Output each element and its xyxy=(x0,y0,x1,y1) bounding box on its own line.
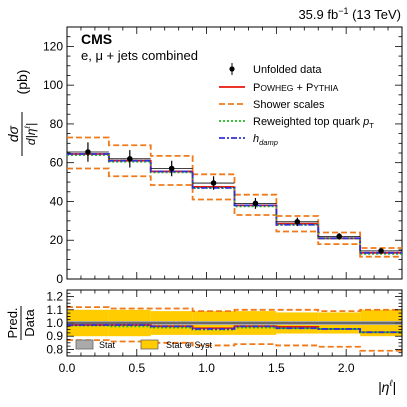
x-axis-label: |ηℓ| xyxy=(378,378,396,395)
y-label-denominator: d|ηℓ| xyxy=(23,123,38,145)
legend-label-powheg: POWHEG + PYTHIA xyxy=(253,82,339,94)
main-marks xyxy=(67,136,402,258)
ratio-shower-up-step xyxy=(67,306,402,313)
y-tick-label: 100 xyxy=(43,78,63,92)
y-tick-label: 40 xyxy=(50,194,64,208)
data-point xyxy=(85,149,91,155)
data-point xyxy=(252,200,259,207)
ratio-y-tick-label: 0.8 xyxy=(46,342,63,356)
y-tick-label: 60 xyxy=(50,156,64,170)
x-tick-label: 2.0 xyxy=(338,361,355,375)
legend-label-reweighted: Reweighted top quark pT xyxy=(253,116,374,130)
y-label-numerator: dσ xyxy=(5,125,21,142)
legend-label-shower: Shower scales xyxy=(253,99,325,111)
ratio-legend-syst-label: Stat ⊕ Syst xyxy=(166,340,213,350)
legend-entry-unfolded: Unfolded data xyxy=(229,63,322,76)
main-y-ticks: 0 20 40 60 80 100 120 xyxy=(43,26,402,286)
y-tick-label: 20 xyxy=(50,233,64,247)
ratio-y-tick-label: 1.0 xyxy=(46,316,63,330)
ratio-legend: Stat Stat ⊕ Syst xyxy=(75,339,213,350)
ratio-legend-syst-swatch xyxy=(140,339,159,350)
legend-label-unfolded: Unfolded data xyxy=(253,64,322,76)
x-tick-label: 0.5 xyxy=(128,361,145,375)
data-point xyxy=(378,248,384,254)
data-point xyxy=(127,156,133,162)
ratio-panel: 0.80.91.01.11.2 0.0 0.5 1.0 1.5 2.0 Pred. Da… xyxy=(5,289,403,375)
main-x-ticks xyxy=(66,27,403,279)
ratio-y-tick-label: 1.2 xyxy=(46,290,63,304)
ratio-y-ticks: 0.80.91.01.11.2 xyxy=(46,289,402,357)
data-point xyxy=(168,165,175,172)
legend-entry-reweighted: Reweighted top quark pT xyxy=(219,116,374,130)
ratio-marks xyxy=(67,306,402,352)
y-tick-label: 80 xyxy=(50,117,64,131)
ratio-legend-stat-label: Stat xyxy=(99,340,116,350)
main-legend: Unfolded data POWHEG + PYTHIA Shower sca… xyxy=(219,63,374,147)
experiment-label: CMS xyxy=(81,31,112,47)
ratio-shower-down-step xyxy=(67,339,402,352)
main-y-axis-label: dσ d|ηℓ| (pb) xyxy=(5,70,38,156)
ratio-label-numerator: Pred. xyxy=(5,307,20,338)
y-tick-label: 120 xyxy=(43,39,63,53)
x-tick-label: 1.5 xyxy=(268,361,285,375)
main-panel: 0 20 40 60 80 100 120 CMS e, μ + jets combined… xyxy=(5,26,403,286)
data-point xyxy=(210,180,217,186)
legend-label-hdamp: hdamp xyxy=(253,133,278,147)
shower-down-step xyxy=(67,167,402,258)
y-tick-label: 0 xyxy=(56,272,63,286)
y-label-unit: (pb) xyxy=(14,70,30,95)
ratio-label-denominator: Data xyxy=(22,309,37,337)
channel-label: e, μ + jets combined xyxy=(81,48,198,63)
legend-entry-powheg: POWHEG + PYTHIA xyxy=(219,82,339,94)
ratio-hdamp-step xyxy=(67,324,402,334)
ratio-legend-stat-swatch xyxy=(75,339,94,350)
lumi-label: 35.9 fb−1 (13 TeV) xyxy=(298,6,401,22)
x-tick-label: 1.0 xyxy=(198,361,215,375)
legend-entry-hdamp: hdamp xyxy=(219,133,278,147)
legend-marker-unfolded xyxy=(229,66,235,72)
x-tick-label: 0.0 xyxy=(59,361,76,375)
ratio-x-ticks: 0.0 0.5 1.0 1.5 2.0 xyxy=(59,290,403,375)
data-point xyxy=(294,219,301,225)
ratio-y-tick-label: 1.1 xyxy=(46,303,63,317)
ratio-y-axis-label: Pred. Data xyxy=(5,306,37,340)
legend-entry-shower: Shower scales xyxy=(219,99,325,111)
data-point xyxy=(336,233,342,240)
ratio-y-tick-label: 0.9 xyxy=(46,329,63,343)
main-plot-frame xyxy=(66,26,403,280)
